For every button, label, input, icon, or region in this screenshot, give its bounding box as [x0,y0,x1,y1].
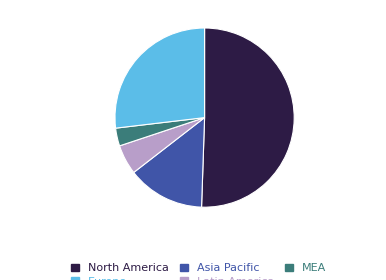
Wedge shape [201,28,294,207]
Wedge shape [120,118,205,172]
Wedge shape [115,118,205,146]
Wedge shape [115,28,205,128]
Legend: North America, Europe, Asia Pacific, Latin America, MEA: North America, Europe, Asia Pacific, Lat… [71,263,326,280]
Wedge shape [134,118,205,207]
